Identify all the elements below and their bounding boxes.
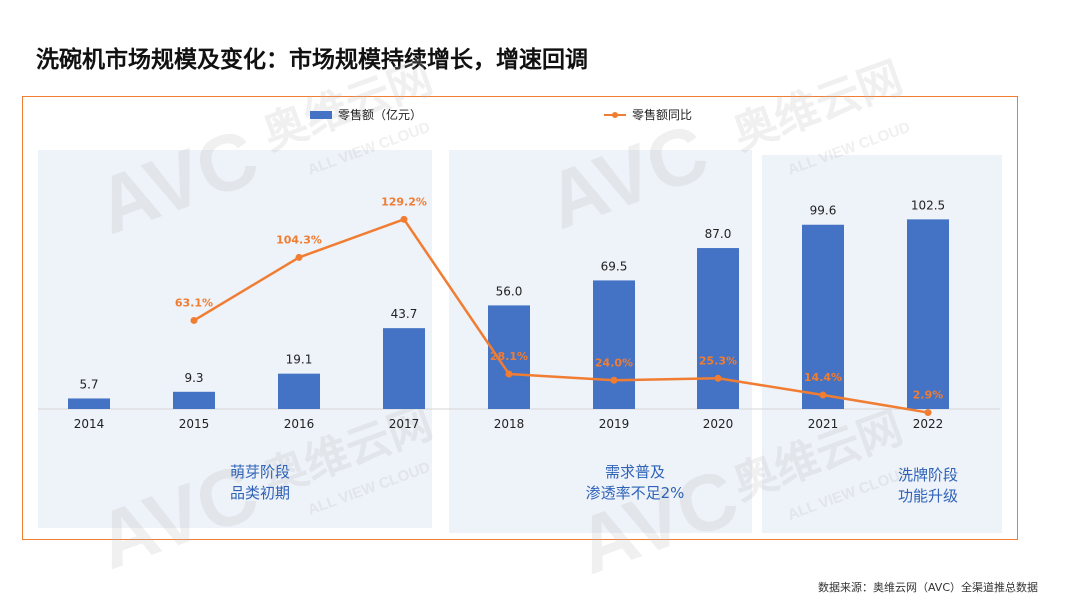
yoy-label-2020: 25.3% [699,354,737,367]
legend-line-label: 零售额同比 [632,108,693,122]
phase-2-line2: 渗透率不足2% [585,484,685,502]
phase-label-3: 洗牌阶段 功能升级 [868,465,988,507]
yoy-point-2021 [819,391,827,399]
yoy-point-2016 [295,253,303,261]
page-title: 洗碗机市场规模及变化：市场规模持续增长，增速回调 [36,47,588,73]
yoy-label-2018: 28.1% [490,350,528,363]
phase-label-2: 需求普及 渗透率不足2% [565,462,705,504]
bar-2015 [173,391,215,409]
yoy-point-2015 [190,316,198,324]
x-tick-label-2020: 2020 [703,417,734,431]
bar-value-label-2022: 102.5 [911,198,945,212]
bar-2021 [802,224,844,409]
bar-2018 [488,305,530,409]
phase-3-line1: 洗牌阶段 [897,466,958,484]
phase-3-line2: 功能升级 [897,487,958,505]
yoy-point-2017 [400,215,408,223]
bar-value-label-2021: 99.6 [810,204,837,218]
bar-value-label-2018: 56.0 [496,284,523,298]
legend-bar: 零售额（亿元） [310,106,422,123]
x-tick-label-2018: 2018 [494,417,525,431]
phase-2-line1: 需求普及 [604,463,665,481]
bar-2017 [383,328,425,409]
x-tick-label-2019: 2019 [599,417,630,431]
bar-value-label-2019: 69.5 [601,259,628,273]
bar-2022 [907,219,949,409]
x-tick-label-2017: 2017 [389,417,420,431]
bar-value-label-2016: 19.1 [286,353,313,367]
legend-bar-swatch [310,110,332,119]
yoy-label-2022: 2.9% [913,389,944,402]
bar-value-label-2017: 43.7 [391,307,418,321]
bar-2020 [697,248,739,409]
data-source: 数据来源：奥维云网（AVC）全渠道推总数据 [817,581,1038,594]
x-tick-label-2015: 2015 [179,417,210,431]
chart-frame [22,96,1018,540]
bar-value-label-2014: 5.7 [79,377,98,391]
yoy-label-2015: 63.1% [175,296,213,309]
x-tick-label-2021: 2021 [808,417,839,431]
yoy-point-2022 [924,409,932,417]
bar-2019 [593,280,635,409]
yoy-label-2017: 129.2% [381,195,427,208]
x-tick-label-2022: 2022 [913,417,944,431]
x-tick-label-2016: 2016 [284,417,315,431]
bar-value-label-2020: 87.0 [705,227,732,241]
bar-2014 [68,398,110,409]
phase-label-1: 萌芽阶段 品类初期 [200,462,320,504]
legend-bar-label: 零售额（亿元） [338,108,423,122]
yoy-point-2020 [714,374,722,382]
yoy-label-2021: 14.4% [804,371,842,384]
phase-1-line2: 品类初期 [229,484,290,502]
yoy-point-2018 [505,370,513,378]
bar-value-label-2015: 9.3 [184,371,203,385]
yoy-label-2019: 24.0% [595,356,633,369]
yoy-label-2016: 104.3% [276,233,322,246]
phase-panel-1 [38,150,432,528]
phase-1-line1: 萌芽阶段 [229,463,290,481]
legend-line: 零售额同比 [604,106,692,123]
yoy-point-2019 [610,376,618,384]
legend-line-swatch [604,111,626,118]
x-tick-label-2014: 2014 [74,417,105,431]
series-line-yoy [193,218,929,414]
bar-2016 [278,373,320,409]
